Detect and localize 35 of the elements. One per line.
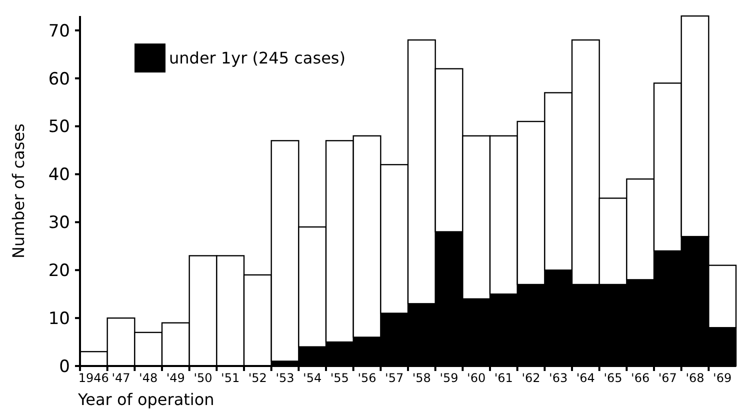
y-tick-label: 50 (48, 117, 70, 138)
x-tick-label: '54 (303, 371, 322, 385)
x-tick-label: '58 (412, 371, 431, 385)
x-tick-label: '66 (631, 371, 650, 385)
x-tick-label: '55 (330, 371, 349, 385)
x-tick-label: 1946 (78, 371, 109, 385)
x-tick-label: '56 (358, 371, 376, 385)
y-tick-label: 20 (48, 261, 70, 282)
x-tick-label: '67 (658, 371, 677, 385)
y-tick-label: 0 (59, 356, 70, 377)
x-tick-label: '47 (112, 371, 130, 385)
x-tick-label: '60 (467, 371, 486, 385)
x-tick-label: '68 (686, 371, 704, 385)
y-axis-title: Number of cases (9, 124, 28, 258)
x-tick-label: '65 (604, 371, 622, 385)
y-tick-label: 30 (48, 213, 70, 234)
y-tick-label: 60 (48, 69, 70, 90)
x-tick-label: '48 (139, 371, 158, 385)
x-tick-label: '52 (248, 371, 267, 385)
x-tick-label: '62 (522, 371, 540, 385)
y-tick-label: 70 (48, 21, 70, 42)
x-tick-label: '59 (440, 371, 458, 385)
x-tick-label: '50 (194, 371, 212, 385)
x-tick-label: '53 (276, 371, 294, 385)
x-tick-label: '51 (221, 371, 240, 385)
legend-label: under 1yr (245 cases) (169, 48, 346, 68)
x-tick-label: '57 (385, 371, 404, 385)
x-tick-label: '63 (549, 371, 568, 385)
x-tick-label: '64 (576, 371, 595, 385)
x-tick-label: '49 (166, 371, 185, 385)
y-tick-label: 10 (48, 309, 70, 330)
y-tick-label: 40 (48, 165, 70, 186)
x-tick-label: '69 (713, 371, 732, 385)
x-tick-label: '61 (494, 371, 513, 385)
x-axis-title: Year of operation (77, 390, 214, 409)
